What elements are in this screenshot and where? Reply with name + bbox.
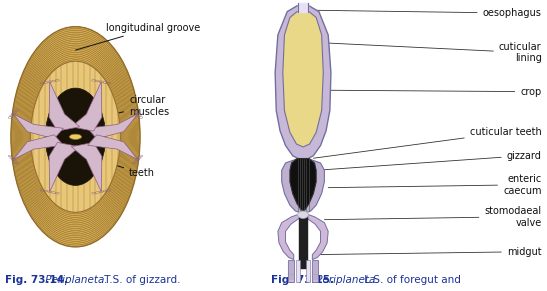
Polygon shape	[283, 12, 323, 147]
Polygon shape	[13, 135, 63, 159]
Polygon shape	[278, 214, 300, 260]
Text: teeth: teeth	[106, 162, 155, 178]
Polygon shape	[13, 114, 63, 139]
Text: longitudinal groove: longitudinal groove	[75, 23, 200, 50]
Polygon shape	[312, 260, 318, 282]
Text: midgut: midgut	[317, 247, 542, 257]
Polygon shape	[288, 260, 294, 282]
Text: enteric
caecum: enteric caecum	[328, 174, 542, 196]
Polygon shape	[296, 260, 300, 282]
Polygon shape	[306, 260, 310, 282]
Polygon shape	[49, 82, 80, 131]
Polygon shape	[71, 142, 102, 192]
Polygon shape	[88, 114, 138, 139]
Text: Periplaneta.: Periplaneta.	[313, 275, 379, 285]
Text: stomodaeal
valve: stomodaeal valve	[324, 206, 542, 228]
Text: Fig. 73.15.: Fig. 73.15.	[271, 275, 334, 285]
Text: Fig. 73.14.: Fig. 73.14.	[5, 275, 68, 285]
Polygon shape	[306, 214, 328, 260]
Polygon shape	[290, 159, 316, 211]
Text: oesophagus: oesophagus	[312, 8, 542, 18]
Text: L.S. of foregut and: L.S. of foregut and	[361, 275, 461, 285]
Text: gizzard: gizzard	[320, 151, 542, 170]
Ellipse shape	[69, 134, 82, 139]
Text: circular
muscles: circular muscles	[112, 95, 169, 117]
Polygon shape	[88, 135, 138, 159]
Polygon shape	[282, 159, 324, 214]
Text: T.S. of gizzard.: T.S. of gizzard.	[101, 275, 181, 285]
Polygon shape	[49, 142, 80, 192]
Text: cuticular
lining: cuticular lining	[313, 42, 542, 63]
Text: cuticular teeth: cuticular teeth	[313, 127, 542, 158]
Ellipse shape	[45, 88, 106, 185]
Polygon shape	[71, 82, 102, 131]
Text: crop: crop	[327, 87, 542, 97]
Text: Periplaneta.: Periplaneta.	[42, 275, 107, 285]
Ellipse shape	[298, 211, 309, 218]
Polygon shape	[275, 6, 331, 159]
Ellipse shape	[11, 27, 140, 247]
Ellipse shape	[31, 61, 120, 212]
